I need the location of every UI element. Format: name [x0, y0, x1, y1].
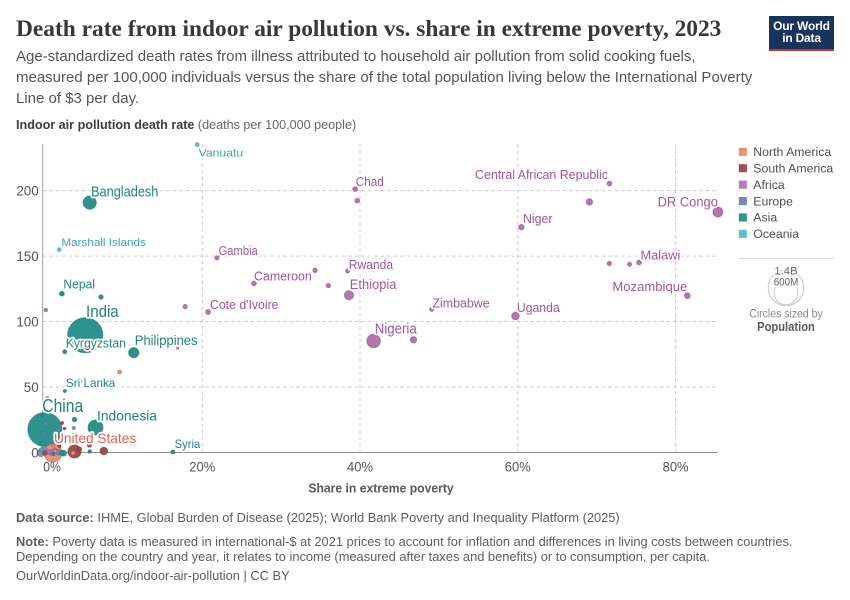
svg-text:Ethiopia: Ethiopia — [350, 277, 397, 292]
svg-text:Rwanda: Rwanda — [349, 258, 393, 272]
svg-text:600M: 600M — [774, 277, 799, 289]
svg-text:200: 200 — [16, 183, 38, 198]
svg-text:1.4B: 1.4B — [774, 266, 797, 278]
svg-text:100: 100 — [16, 314, 38, 329]
svg-text:Gambia: Gambia — [219, 244, 258, 258]
svg-text:Niger: Niger — [523, 211, 553, 226]
svg-text:Kyrgyzstan: Kyrgyzstan — [66, 337, 126, 351]
svg-text:Philippines: Philippines — [135, 333, 198, 348]
svg-text:Central African Republic: Central African Republic — [475, 168, 608, 182]
svg-text:0%: 0% — [43, 459, 61, 474]
svg-text:United States: United States — [54, 430, 136, 446]
svg-text:40%: 40% — [347, 459, 373, 474]
svg-text:Nigeria: Nigeria — [375, 322, 418, 338]
svg-text:Africa: Africa — [753, 178, 785, 192]
svg-text:20%: 20% — [189, 459, 215, 474]
svg-text:China: China — [42, 396, 84, 416]
svg-text:Vanuatu: Vanuatu — [199, 148, 244, 160]
svg-text:0: 0 — [31, 446, 38, 461]
svg-text:Cote d'Ivoire: Cote d'Ivoire — [210, 298, 279, 312]
svg-text:Cameroon: Cameroon — [254, 269, 312, 284]
svg-text:Bangladesh: Bangladesh — [91, 184, 158, 201]
svg-text:Sri Lanka: Sri Lanka — [66, 376, 116, 390]
svg-text:North America: North America — [753, 145, 831, 159]
svg-text:Zimbabwe: Zimbabwe — [432, 296, 489, 310]
svg-text:Circles sized by: Circles sized by — [749, 309, 823, 321]
svg-text:Nepal: Nepal — [63, 278, 95, 292]
svg-text:Population: Population — [757, 320, 815, 334]
svg-text:Syria: Syria — [175, 437, 201, 451]
svg-text:150: 150 — [16, 249, 38, 264]
svg-text:Mozambique: Mozambique — [612, 279, 687, 294]
svg-text:80%: 80% — [663, 459, 689, 474]
svg-text:Share in extreme poverty: Share in extreme poverty — [308, 481, 454, 496]
svg-text:Uganda: Uganda — [517, 300, 561, 315]
svg-text:DR Congo: DR Congo — [658, 193, 718, 209]
svg-text:50: 50 — [24, 380, 39, 395]
svg-text:Chad: Chad — [356, 174, 384, 189]
svg-text:Marshall Islands: Marshall Islands — [61, 237, 146, 249]
svg-text:Asia: Asia — [753, 211, 777, 225]
svg-text:Malawi: Malawi — [641, 248, 681, 263]
svg-text:Indonesia: Indonesia — [97, 407, 157, 423]
svg-text:India: India — [86, 302, 119, 321]
svg-text:60%: 60% — [505, 459, 531, 474]
svg-text:South America: South America — [753, 162, 833, 176]
svg-text:Europe: Europe — [753, 194, 793, 208]
svg-text:Oceania: Oceania — [753, 227, 799, 241]
